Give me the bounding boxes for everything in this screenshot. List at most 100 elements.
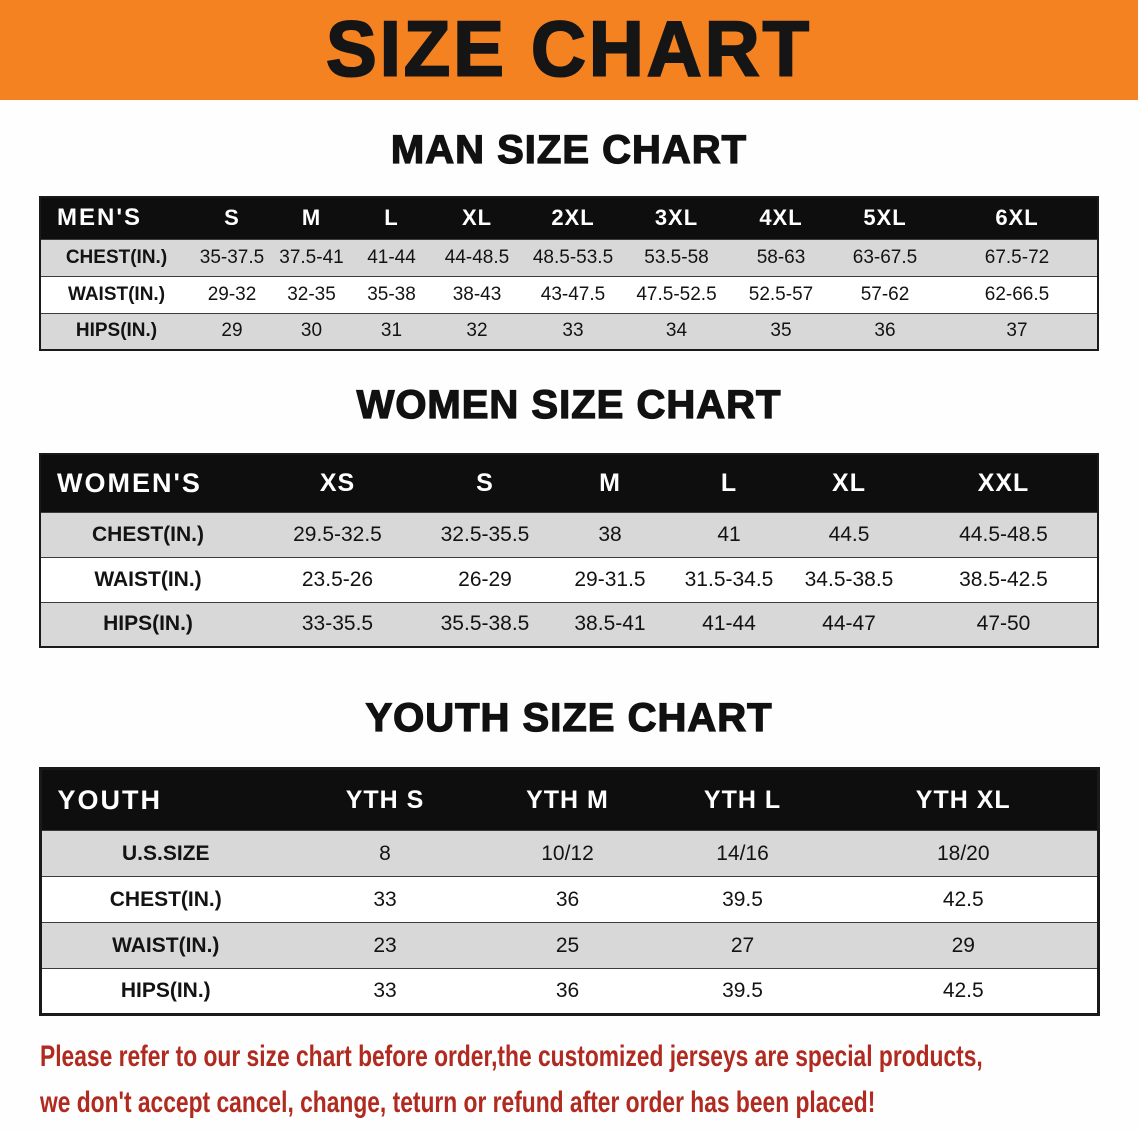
- table-cell: 23.5-26: [255, 556, 420, 602]
- table-cell: 37.5-41: [272, 238, 351, 276]
- table-cell: 47.5-52.5: [624, 275, 729, 313]
- row-label: U.S.SIZE: [40, 830, 290, 877]
- column-header: YTH XL: [830, 768, 1098, 831]
- women-corner-header: WOMEN'S: [40, 454, 255, 512]
- table-cell: 38: [550, 511, 670, 557]
- row-label: CHEST(IN.): [40, 511, 255, 557]
- column-header: L: [670, 454, 788, 512]
- column-header: S: [192, 197, 272, 239]
- table-cell: 18/20: [830, 830, 1098, 877]
- table-cell: 63-67.5: [833, 238, 937, 276]
- youth-waist-row: WAIST(IN.) 23 25 27 29: [40, 922, 1098, 969]
- column-header: 4XL: [729, 197, 833, 239]
- men-chest-row: CHEST(IN.) 35-37.5 37.5-41 41-44 44-48.5…: [40, 238, 1098, 276]
- table-cell: 44-48.5: [432, 238, 522, 276]
- column-header: XL: [432, 197, 522, 239]
- table-cell: 33: [290, 968, 480, 1015]
- row-label: WAIST(IN.): [40, 556, 255, 602]
- table-cell: 42.5: [830, 968, 1098, 1015]
- row-label: HIPS(IN.): [40, 968, 290, 1015]
- column-header: M: [550, 454, 670, 512]
- men-header-row: MEN'S S M L XL 2XL 3XL 4XL 5XL 6XL: [40, 197, 1098, 239]
- table-cell: 35.5-38.5: [420, 601, 550, 647]
- table-cell: 36: [833, 312, 937, 350]
- table-cell: 31: [351, 312, 432, 350]
- table-cell: 36: [480, 876, 655, 923]
- men-size-table: MEN'S S M L XL 2XL 3XL 4XL 5XL 6XL CHEST…: [39, 196, 1099, 351]
- youth-heading: YOUTH SIZE CHART: [365, 696, 773, 740]
- disclaimer-line-2: we don't accept cancel, change, teturn o…: [40, 1086, 876, 1119]
- table-cell: 41-44: [670, 601, 788, 647]
- men-hips-row: HIPS(IN.) 29 30 31 32 33 34 35 36 37: [40, 312, 1098, 350]
- women-section: WOMEN SIZE CHART WOMEN'S XS S M L XL XXL: [0, 383, 1138, 648]
- page-title: SIZE CHART: [325, 6, 812, 93]
- table-cell: 32: [432, 312, 522, 350]
- table-cell: 44.5: [788, 511, 910, 557]
- disclaimer: Please refer to our size chart before or…: [40, 1034, 1138, 1126]
- table-cell: 58-63: [729, 238, 833, 276]
- disclaimer-line-1: Please refer to our size chart before or…: [40, 1040, 983, 1073]
- table-cell: 38-43: [432, 275, 522, 313]
- youth-section: YOUTH SIZE CHART YOUTH YTH S YTH M YTH L…: [0, 696, 1138, 1016]
- table-cell: 67.5-72: [937, 238, 1098, 276]
- men-corner-header: MEN'S: [40, 197, 192, 239]
- table-cell: 53.5-58: [624, 238, 729, 276]
- women-chest-row: CHEST(IN.) 29.5-32.5 32.5-35.5 38 41 44.…: [40, 511, 1098, 557]
- column-header: YTH L: [655, 768, 830, 831]
- table-cell: 37: [937, 312, 1098, 350]
- women-size-table: WOMEN'S XS S M L XL XXL CHEST(IN.) 29.5-…: [39, 453, 1099, 648]
- table-cell: 29: [830, 922, 1098, 969]
- column-header: 2XL: [522, 197, 624, 239]
- table-cell: 35: [729, 312, 833, 350]
- column-header: YTH M: [480, 768, 655, 831]
- youth-ussize-row: U.S.SIZE 8 10/12 14/16 18/20: [40, 830, 1098, 877]
- column-header: YTH S: [290, 768, 480, 831]
- table-cell: 8: [290, 830, 480, 877]
- table-cell: 36: [480, 968, 655, 1015]
- table-cell: 23: [290, 922, 480, 969]
- table-cell: 48.5-53.5: [522, 238, 624, 276]
- women-waist-row: WAIST(IN.) 23.5-26 26-29 29-31.5 31.5-34…: [40, 556, 1098, 602]
- table-cell: 44.5-48.5: [910, 511, 1098, 557]
- table-cell: 26-29: [420, 556, 550, 602]
- table-cell: 25: [480, 922, 655, 969]
- table-cell: 52.5-57: [729, 275, 833, 313]
- table-cell: 14/16: [655, 830, 830, 877]
- row-label: HIPS(IN.): [40, 312, 192, 350]
- table-cell: 32.5-35.5: [420, 511, 550, 557]
- banner: SIZE CHART: [0, 0, 1138, 100]
- table-cell: 41-44: [351, 238, 432, 276]
- men-section: MAN SIZE CHART MEN'S S M L XL 2XL 3XL 4X…: [0, 129, 1138, 351]
- table-cell: 31.5-34.5: [670, 556, 788, 602]
- youth-header-row: YOUTH YTH S YTH M YTH L YTH XL: [40, 768, 1098, 831]
- table-cell: 39.5: [655, 876, 830, 923]
- column-header: S: [420, 454, 550, 512]
- table-cell: 44-47: [788, 601, 910, 647]
- row-label: HIPS(IN.): [40, 601, 255, 647]
- row-label: CHEST(IN.): [40, 876, 290, 923]
- youth-chest-row: CHEST(IN.) 33 36 39.5 42.5: [40, 876, 1098, 923]
- women-heading: WOMEN SIZE CHART: [356, 383, 782, 427]
- table-cell: 33: [522, 312, 624, 350]
- table-cell: 38.5-42.5: [910, 556, 1098, 602]
- youth-corner-header: YOUTH: [40, 768, 290, 831]
- column-header: M: [272, 197, 351, 239]
- table-cell: 42.5: [830, 876, 1098, 923]
- table-cell: 38.5-41: [550, 601, 670, 647]
- women-hips-row: HIPS(IN.) 33-35.5 35.5-38.5 38.5-41 41-4…: [40, 601, 1098, 647]
- table-cell: 41: [670, 511, 788, 557]
- column-header: 5XL: [833, 197, 937, 239]
- table-cell: 34: [624, 312, 729, 350]
- table-cell: 32-35: [272, 275, 351, 313]
- table-cell: 29.5-32.5: [255, 511, 420, 557]
- row-label: WAIST(IN.): [40, 922, 290, 969]
- column-header: XL: [788, 454, 910, 512]
- table-cell: 27: [655, 922, 830, 969]
- table-cell: 62-66.5: [937, 275, 1098, 313]
- column-header: XS: [255, 454, 420, 512]
- table-cell: 33: [290, 876, 480, 923]
- table-cell: 29-32: [192, 275, 272, 313]
- women-header-row: WOMEN'S XS S M L XL XXL: [40, 454, 1098, 512]
- table-cell: 57-62: [833, 275, 937, 313]
- table-cell: 29: [192, 312, 272, 350]
